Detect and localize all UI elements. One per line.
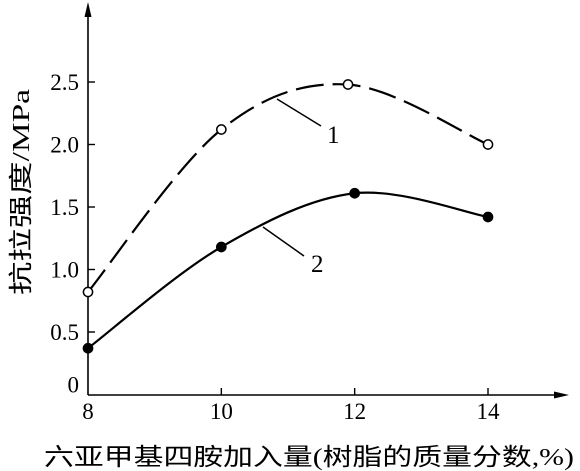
series-1-label: 1 (327, 122, 340, 149)
series-layer (82, 79, 494, 354)
y-tick-label: 0 (68, 373, 80, 398)
x-axis-title: 六亚甲基四胺加入量(树脂的质量分数,%) (44, 444, 574, 471)
series-1-point (82, 286, 94, 298)
series-2-label: 2 (311, 251, 324, 278)
series-1-point (215, 124, 227, 135)
series-1-leader-line (276, 98, 322, 127)
series-2-line (87, 191, 489, 350)
y-tick-label: 1.5 (50, 195, 79, 220)
y-axis-title: 抗拉强度/MPa (8, 89, 35, 295)
y-tick-label: 1.0 (50, 258, 79, 283)
series-2-point (82, 342, 94, 354)
annotation-layer: 12 (262, 98, 340, 278)
series-2-point (215, 241, 227, 253)
y-axis-arrow (84, 2, 92, 17)
series-2-point (482, 211, 494, 223)
x-axis-arrow (554, 391, 569, 399)
axes: 00.51.01.52.02.58 10 12 14 (50, 2, 569, 424)
series-2-point (349, 187, 361, 199)
series-1-point (482, 139, 494, 150)
x-tick-label: 12 (343, 399, 366, 424)
x-tick-label: 8 (82, 399, 94, 424)
series-1-point (342, 79, 354, 90)
y-tick-label: 2.0 (50, 133, 79, 158)
x-tick-label: 14 (477, 399, 501, 424)
series-2-leader-line (262, 226, 305, 257)
y-tick-label: 2.5 (50, 70, 79, 95)
x-tick-label: 10 (210, 399, 233, 424)
series-1-line (87, 83, 489, 293)
y-tick-label: 0.5 (50, 320, 79, 345)
